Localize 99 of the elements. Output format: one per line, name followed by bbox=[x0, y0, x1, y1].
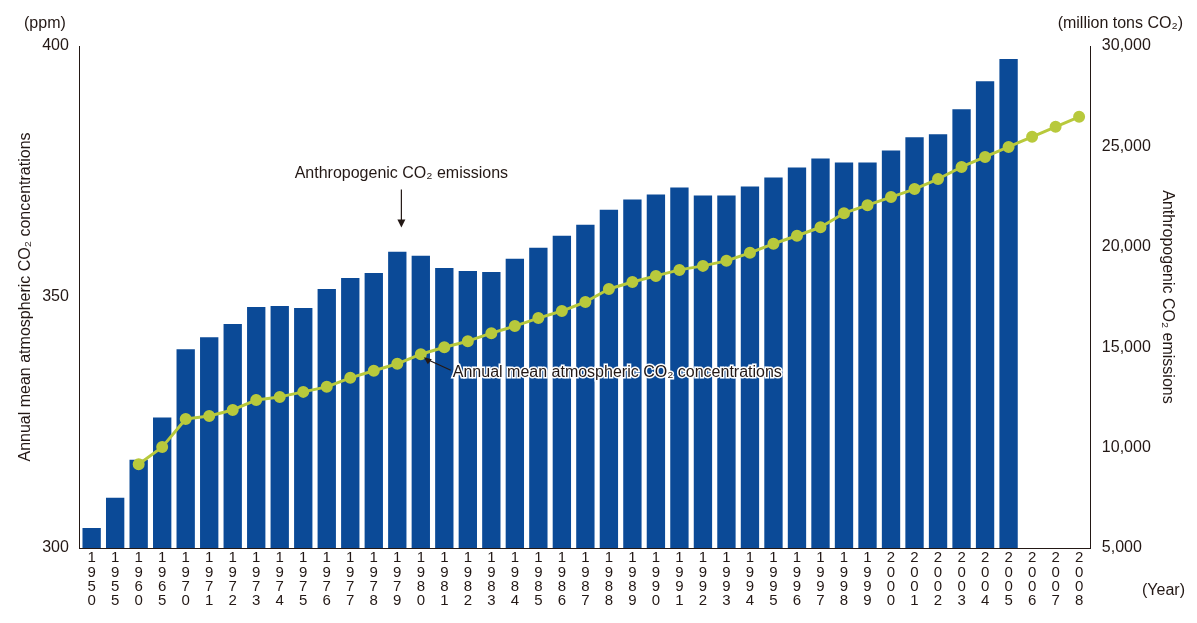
x-tick-label: 1998 bbox=[839, 548, 849, 609]
x-tick-label: 1990 bbox=[651, 548, 661, 609]
x-tick-label: 1955 bbox=[110, 548, 120, 609]
y-tick-label: 400 bbox=[42, 36, 69, 54]
point bbox=[908, 183, 921, 196]
x-tick-label: 1993 bbox=[722, 548, 731, 609]
x-tick-label: 2000 bbox=[886, 548, 896, 609]
text: (ppm) bbox=[24, 14, 66, 32]
point bbox=[649, 269, 662, 282]
point bbox=[1026, 130, 1039, 143]
point bbox=[814, 221, 827, 234]
point bbox=[461, 335, 474, 348]
point bbox=[1073, 110, 1086, 123]
y-axis-title: Annual mean atmospheric CO₂ concentrations bbox=[16, 132, 34, 462]
point bbox=[979, 150, 992, 163]
point bbox=[555, 305, 568, 318]
y2-tick-label: 10,000 bbox=[1101, 438, 1151, 456]
x-tick-label: 1975 bbox=[299, 548, 308, 609]
point bbox=[438, 341, 451, 354]
point bbox=[132, 458, 145, 471]
point bbox=[532, 312, 545, 325]
x-tick-label: 2001 bbox=[910, 548, 919, 609]
y2-axis-title: Anthropogenic CO₂ emissions bbox=[1159, 190, 1177, 404]
y-tick-label: 300 bbox=[42, 538, 69, 556]
point bbox=[1002, 140, 1015, 153]
point bbox=[790, 229, 803, 242]
x-tick-label: 2003 bbox=[957, 548, 966, 609]
x-tick-label: 1950 bbox=[87, 548, 96, 609]
point bbox=[838, 207, 850, 220]
point bbox=[1049, 120, 1062, 133]
x-tick-label: 2006 bbox=[1027, 548, 1037, 609]
point bbox=[391, 357, 404, 370]
text: (million tons CO₂) bbox=[1057, 14, 1183, 32]
point bbox=[226, 403, 239, 416]
point bbox=[203, 409, 216, 422]
y2-tick-label: 20,000 bbox=[1101, 237, 1151, 255]
y2-tick-label: 30,000 bbox=[1101, 36, 1151, 54]
x-tick-label: 1992 bbox=[698, 548, 708, 609]
point bbox=[273, 390, 286, 403]
point bbox=[743, 246, 756, 259]
x-tick-label: 1978 bbox=[369, 548, 378, 609]
point bbox=[579, 296, 592, 309]
y2-tick-label: 15,000 bbox=[1101, 337, 1151, 355]
x-tick-label: 1988 bbox=[604, 548, 614, 609]
point bbox=[932, 173, 945, 186]
point bbox=[508, 320, 521, 333]
point bbox=[861, 199, 874, 212]
point bbox=[414, 348, 427, 361]
x-tick-label: 1970 bbox=[181, 548, 190, 609]
x-tick-label: 1986 bbox=[557, 548, 567, 609]
x-tick-label: 1996 bbox=[792, 548, 802, 609]
x-tick-label: 1982 bbox=[463, 548, 472, 609]
point bbox=[673, 263, 686, 276]
point bbox=[250, 393, 263, 406]
x-tick-label: 1987 bbox=[581, 548, 590, 609]
x-tick-label: 2007 bbox=[1051, 548, 1060, 609]
x-tick-label: 1981 bbox=[440, 548, 449, 609]
x-tick-label: 1994 bbox=[745, 548, 755, 609]
x-tick-label: 1984 bbox=[510, 548, 520, 609]
x-tick-label: 1977 bbox=[346, 548, 355, 609]
point bbox=[320, 380, 333, 393]
text: (Year) bbox=[1142, 581, 1185, 599]
point bbox=[297, 385, 310, 398]
point bbox=[720, 254, 733, 267]
point bbox=[344, 371, 357, 384]
x-tick-label: 2004 bbox=[980, 548, 990, 609]
y2-tick-label: 25,000 bbox=[1101, 136, 1151, 154]
point bbox=[602, 282, 615, 295]
x-tick-label: 1974 bbox=[275, 548, 284, 609]
x-tick-label: 1979 bbox=[393, 548, 402, 609]
x-tick-label: 1973 bbox=[252, 548, 261, 609]
y2-tick-label: 5,000 bbox=[1101, 538, 1142, 556]
point bbox=[485, 327, 498, 340]
x-tick-label: 1971 bbox=[205, 548, 214, 609]
point bbox=[885, 191, 898, 204]
x-tick-label: 2008 bbox=[1074, 548, 1084, 609]
point bbox=[696, 259, 709, 272]
x-tick-label: 1980 bbox=[416, 548, 425, 609]
x-tick-label: 1985 bbox=[534, 548, 543, 609]
x-tick-label: 2002 bbox=[933, 548, 943, 609]
x-tick-label: 1997 bbox=[816, 548, 825, 609]
x-tick-label: 1960 bbox=[134, 548, 143, 609]
x-tick-label: 1995 bbox=[769, 548, 778, 609]
point bbox=[156, 441, 169, 454]
point bbox=[626, 275, 639, 288]
annotation: Anthropogenic CO₂ emissions bbox=[294, 163, 509, 181]
point bbox=[179, 412, 192, 425]
x-tick-label: 1976 bbox=[322, 548, 331, 609]
x-tick-label: 1965 bbox=[158, 548, 167, 609]
x-tick-label: 1999 bbox=[863, 548, 872, 609]
x-tick-label: 1983 bbox=[487, 548, 496, 609]
x-tick-label: 1989 bbox=[628, 548, 637, 609]
point bbox=[367, 364, 380, 377]
y-tick-label: 350 bbox=[42, 287, 69, 305]
point bbox=[767, 237, 780, 250]
point bbox=[955, 160, 968, 173]
x-tick-label: 1991 bbox=[675, 548, 684, 609]
x-tick-label: 1972 bbox=[228, 548, 237, 609]
x-tick-label: 2005 bbox=[1004, 548, 1013, 609]
